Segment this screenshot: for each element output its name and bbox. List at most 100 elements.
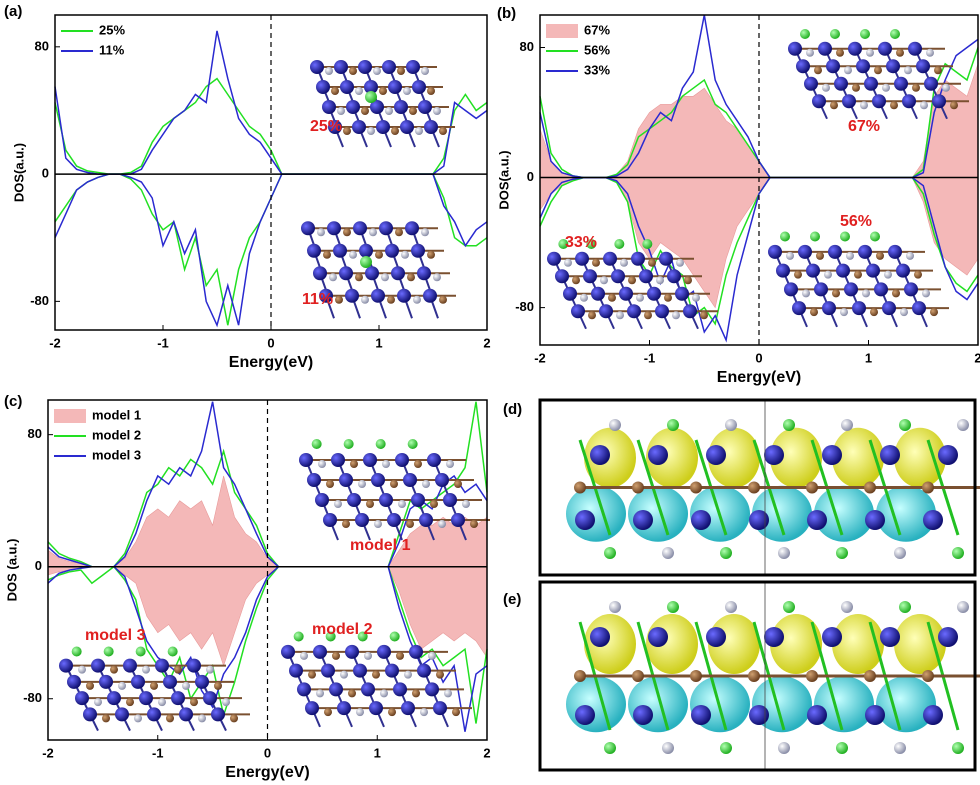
atom bbox=[316, 80, 330, 94]
atom bbox=[376, 439, 386, 449]
atom bbox=[812, 94, 826, 108]
atom bbox=[826, 59, 840, 73]
atom bbox=[957, 601, 969, 613]
panel-label: (b) bbox=[497, 5, 516, 22]
atom bbox=[667, 601, 679, 613]
atom bbox=[83, 707, 97, 721]
atom bbox=[639, 269, 653, 283]
atom bbox=[391, 127, 399, 135]
atom bbox=[86, 682, 94, 690]
atom bbox=[408, 439, 418, 449]
atom bbox=[409, 107, 417, 115]
y-tick-label: -80 bbox=[30, 293, 49, 308]
atom bbox=[115, 707, 129, 721]
atom bbox=[842, 94, 856, 108]
atom bbox=[778, 742, 790, 754]
atom bbox=[366, 500, 374, 508]
atom bbox=[404, 671, 412, 679]
legend-label: 25% bbox=[99, 22, 125, 37]
atom bbox=[860, 29, 870, 39]
atom bbox=[807, 705, 827, 725]
atom bbox=[118, 682, 126, 690]
atom bbox=[407, 273, 415, 281]
atom bbox=[397, 67, 405, 75]
atom bbox=[603, 252, 617, 266]
atom bbox=[748, 482, 760, 494]
atom bbox=[822, 445, 842, 465]
atom bbox=[158, 698, 166, 706]
atom bbox=[364, 652, 372, 660]
atom bbox=[409, 645, 423, 659]
y-axis-label: DOS(a.u.) bbox=[11, 143, 26, 202]
annotation: 67% bbox=[848, 118, 880, 135]
atom bbox=[906, 252, 914, 260]
atom bbox=[600, 276, 608, 284]
atom bbox=[430, 500, 438, 508]
atom bbox=[700, 311, 708, 319]
atom bbox=[334, 500, 342, 508]
x-axis-label: Energy(eV) bbox=[717, 369, 801, 386]
atom bbox=[800, 29, 810, 39]
atom bbox=[920, 101, 928, 109]
legend-swatch bbox=[546, 24, 578, 38]
atom bbox=[798, 245, 812, 259]
atom bbox=[339, 473, 353, 487]
atom bbox=[614, 239, 624, 249]
atom bbox=[300, 652, 308, 660]
atom bbox=[136, 647, 146, 657]
atom bbox=[414, 460, 422, 468]
atom bbox=[403, 473, 417, 487]
atom bbox=[452, 708, 460, 716]
atom bbox=[365, 91, 377, 103]
atom bbox=[150, 682, 158, 690]
atom bbox=[415, 127, 423, 135]
atom bbox=[142, 666, 150, 674]
atom bbox=[195, 675, 209, 689]
atom bbox=[865, 510, 885, 530]
atom bbox=[310, 60, 324, 74]
atom bbox=[214, 682, 222, 690]
atom bbox=[377, 645, 391, 659]
x-tick-label: 2 bbox=[974, 350, 980, 365]
annotation: model 1 bbox=[350, 537, 411, 554]
atom bbox=[372, 671, 380, 679]
atom bbox=[706, 445, 726, 465]
atom bbox=[583, 269, 597, 283]
atom bbox=[834, 77, 848, 91]
legend-label: 33% bbox=[584, 62, 610, 77]
atom bbox=[94, 698, 102, 706]
atom bbox=[848, 42, 862, 56]
x-tick-label: 2 bbox=[483, 335, 490, 350]
atom bbox=[174, 666, 182, 674]
x-tick-label: 1 bbox=[374, 745, 381, 760]
atom bbox=[211, 707, 225, 721]
atom bbox=[672, 311, 680, 319]
atom bbox=[67, 675, 81, 689]
atom bbox=[393, 682, 407, 696]
annotation: 11% bbox=[302, 291, 333, 308]
atom bbox=[575, 510, 595, 530]
atom bbox=[667, 419, 679, 431]
atom bbox=[841, 601, 853, 613]
atom bbox=[307, 473, 321, 487]
atom bbox=[571, 304, 585, 318]
atom bbox=[555, 269, 569, 283]
atom bbox=[418, 100, 432, 114]
atom bbox=[387, 296, 395, 304]
atom bbox=[806, 670, 818, 682]
atom bbox=[908, 42, 922, 56]
atom bbox=[814, 282, 828, 296]
atom bbox=[952, 547, 964, 559]
atom bbox=[720, 547, 732, 559]
atom bbox=[706, 627, 726, 647]
atom bbox=[631, 252, 645, 266]
atom bbox=[438, 520, 446, 528]
charge-density-panel: (d) bbox=[503, 400, 980, 575]
image-panels: (d)(e) bbox=[503, 400, 980, 770]
atom bbox=[864, 670, 876, 682]
atom bbox=[783, 419, 795, 431]
atom bbox=[822, 627, 842, 647]
atom bbox=[864, 77, 878, 91]
atom bbox=[352, 120, 366, 134]
